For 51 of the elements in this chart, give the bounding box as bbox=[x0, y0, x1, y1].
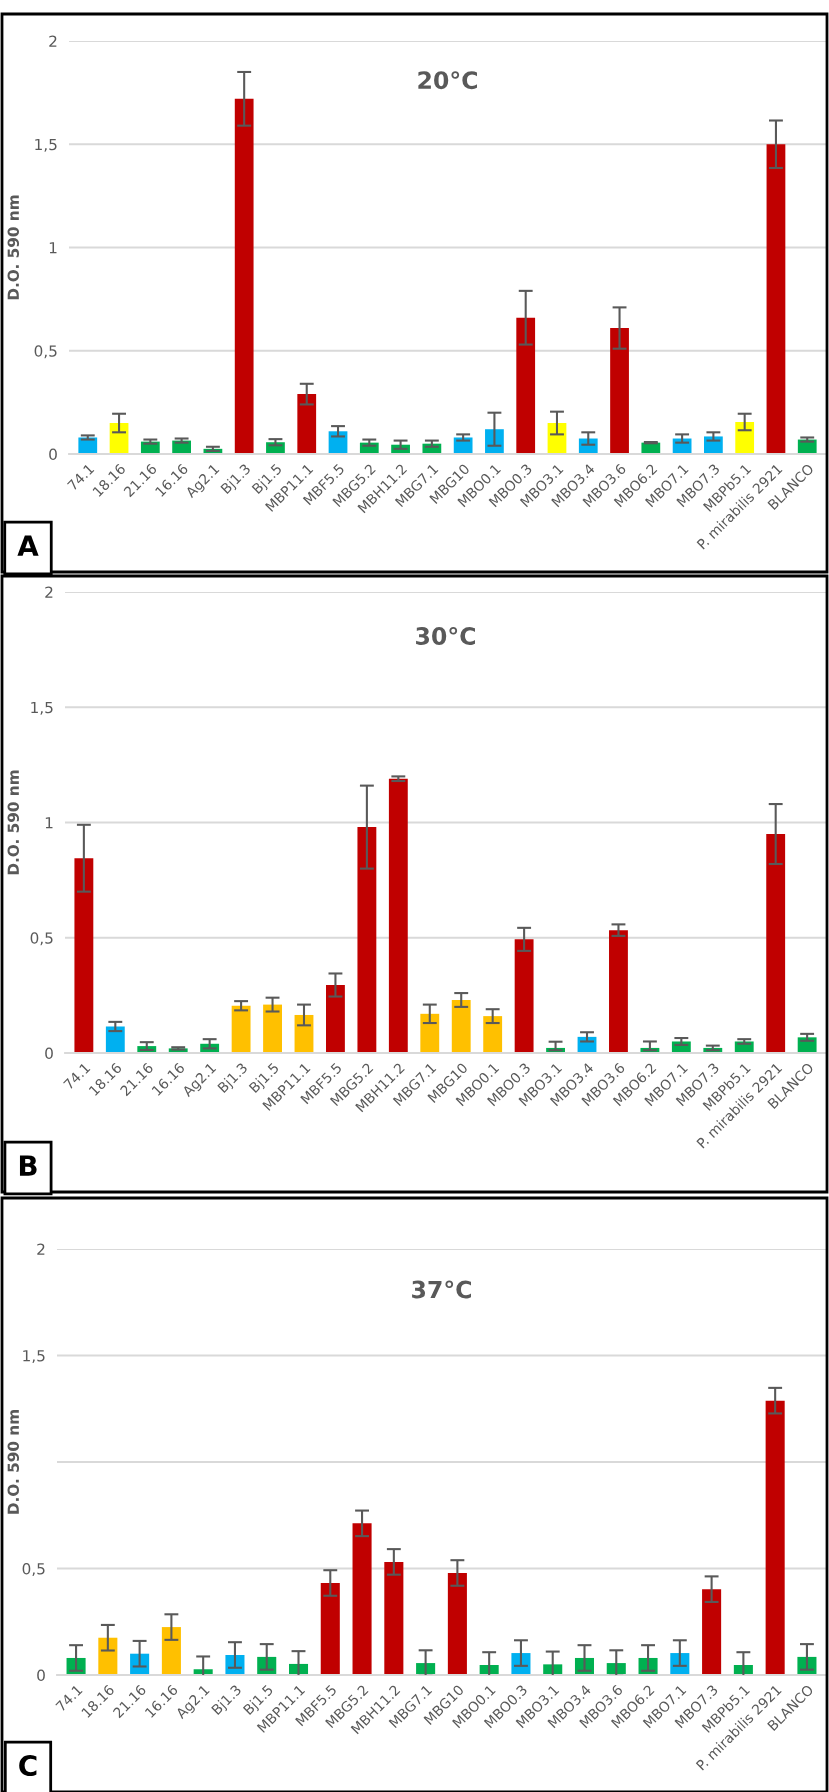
text: 30°C bbox=[416, 626, 475, 645]
bar bbox=[384, 1561, 404, 1675]
y-tick-label: 0 bbox=[45, 1047, 53, 1060]
bar bbox=[447, 1572, 467, 1675]
y-axis-title: D.O. 590 nm bbox=[7, 195, 20, 300]
text: A bbox=[17, 535, 39, 556]
y-axis-title: D.O. 590 nm bbox=[7, 770, 20, 875]
bar bbox=[105, 1026, 125, 1053]
bar bbox=[357, 827, 377, 1053]
bar bbox=[420, 1013, 440, 1053]
text: C bbox=[19, 1755, 37, 1777]
bar bbox=[234, 98, 254, 454]
y-tick-label: 0 bbox=[37, 1669, 45, 1682]
bar bbox=[320, 1582, 340, 1675]
bar bbox=[161, 1627, 181, 1675]
bar bbox=[514, 939, 534, 1053]
y-tick-label: 1,5 bbox=[35, 138, 57, 152]
bar bbox=[297, 394, 317, 454]
bar bbox=[516, 317, 536, 454]
bar bbox=[765, 1400, 785, 1675]
bar bbox=[326, 985, 345, 1053]
bar bbox=[483, 1016, 503, 1053]
text: 20°C bbox=[418, 71, 477, 90]
bar bbox=[294, 1014, 314, 1053]
y-tick-label: 2 bbox=[45, 586, 53, 598]
text: 37°C bbox=[412, 1280, 471, 1299]
bar bbox=[78, 437, 98, 454]
bar bbox=[451, 999, 471, 1053]
bar bbox=[609, 930, 628, 1053]
y-axis-title: D.O. 590 nm bbox=[7, 1410, 20, 1514]
y-tick-label: 0 bbox=[49, 448, 57, 461]
y-tick-label: 0,5 bbox=[34, 345, 57, 359]
y-tick-label: 1,5 bbox=[31, 701, 53, 715]
y-tick-label: 2 bbox=[49, 35, 57, 47]
y-tick-label: 1 bbox=[45, 817, 53, 829]
bar bbox=[231, 1005, 251, 1053]
bar bbox=[610, 328, 629, 454]
y-tick-label: 0,5 bbox=[22, 1562, 45, 1577]
y-tick-label: 1,5 bbox=[23, 1350, 45, 1364]
bar bbox=[766, 144, 786, 454]
y-tick-label: 1 bbox=[49, 242, 57, 254]
y-tick-label: 0,5 bbox=[30, 932, 53, 946]
bar bbox=[263, 1004, 282, 1053]
y-tick-label: 2 bbox=[37, 1243, 45, 1255]
bar bbox=[352, 1523, 372, 1675]
bar bbox=[702, 1589, 722, 1675]
bar bbox=[735, 421, 755, 454]
bar bbox=[74, 858, 94, 1053]
bar bbox=[388, 778, 408, 1053]
text: B bbox=[19, 1155, 37, 1176]
bar bbox=[766, 834, 786, 1053]
